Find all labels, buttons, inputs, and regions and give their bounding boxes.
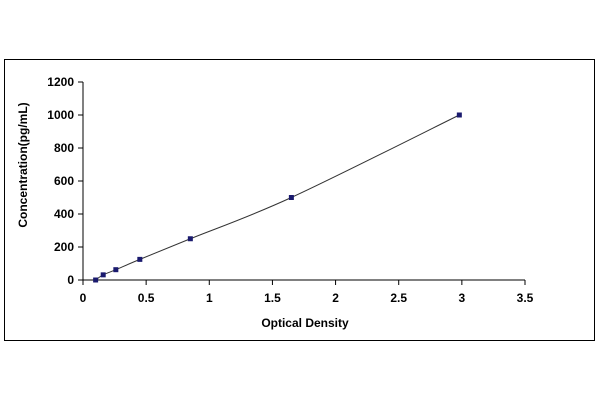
data-point bbox=[100, 272, 106, 278]
chart-frame bbox=[4, 59, 595, 341]
y-tick-label: 0 bbox=[67, 273, 74, 287]
x-axis-title: Optical Density bbox=[261, 316, 349, 330]
x-tick-label: 0.5 bbox=[138, 291, 155, 305]
axes bbox=[82, 82, 525, 281]
x-tick-label: 3.5 bbox=[517, 291, 534, 305]
data-point bbox=[93, 277, 99, 283]
x-tick-label: 3 bbox=[459, 291, 466, 305]
y-tick-label: 1200 bbox=[47, 75, 74, 89]
y-axis-title: Concentration(pg/mL) bbox=[16, 102, 30, 227]
data-points bbox=[93, 112, 462, 283]
data-point bbox=[187, 236, 193, 242]
y-tick-label: 600 bbox=[54, 174, 74, 188]
y-tick-label: 400 bbox=[54, 207, 74, 221]
x-tick-label: 2.5 bbox=[390, 291, 407, 305]
y-tick-label: 800 bbox=[54, 141, 74, 155]
y-tick-label: 200 bbox=[54, 240, 74, 254]
x-tick-label: 1 bbox=[206, 291, 213, 305]
x-tick-label: 0 bbox=[80, 291, 87, 305]
x-tick-label: 2 bbox=[332, 291, 339, 305]
data-point bbox=[113, 267, 119, 273]
y-axis-ticks: 0 200 400 600 800 1000 1200 bbox=[47, 75, 83, 287]
data-point bbox=[288, 195, 294, 200]
x-axis-ticks: 0 0.5 1 1.5 2 2.5 3 3.5 bbox=[80, 280, 534, 305]
x-tick-label: 1.5 bbox=[264, 291, 281, 305]
trendline bbox=[95, 114, 460, 281]
data-point bbox=[137, 256, 143, 262]
data-point bbox=[456, 112, 462, 118]
y-tick-label: 1000 bbox=[47, 108, 74, 122]
